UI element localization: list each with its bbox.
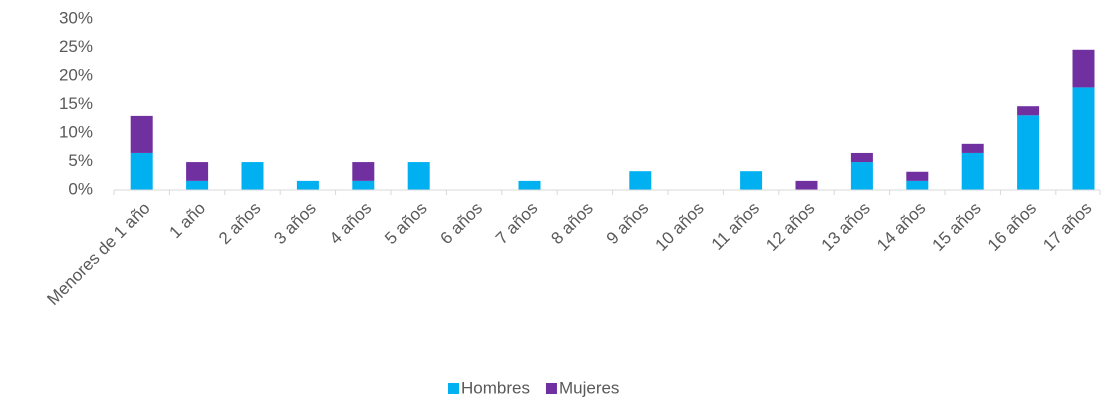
bar-segment <box>850 162 873 190</box>
x-tick-label: 15 años <box>928 199 984 255</box>
bar-segment <box>296 180 319 190</box>
bar-segment <box>1017 106 1040 116</box>
x-tick-label: 6 años <box>437 199 487 249</box>
legend-label: Mujeres <box>559 378 619 397</box>
bar-segment <box>906 171 929 181</box>
y-tick-label: 30% <box>59 8 93 27</box>
x-tick-label: 4 años <box>326 199 376 249</box>
bar-segment <box>130 115 153 153</box>
bar-segment <box>1072 87 1095 190</box>
bar-segment <box>130 152 153 190</box>
bar-segment <box>629 171 652 190</box>
bar-segment <box>518 180 541 190</box>
bar-segment <box>1017 115 1040 190</box>
y-tick-label: 25% <box>59 37 93 56</box>
x-tick-label: 7 años <box>492 199 542 249</box>
legend-label: Hombres <box>461 378 530 397</box>
x-tick-label: 8 años <box>547 199 597 249</box>
bar-segment <box>795 180 818 190</box>
y-tick-label: 5% <box>68 151 93 170</box>
y-tick-label: 15% <box>59 94 93 113</box>
y-tick-label: 10% <box>59 122 93 141</box>
y-tick-label: 20% <box>59 65 93 84</box>
bar-segment <box>186 180 209 190</box>
x-tick-label: Menores de 1 año <box>43 199 153 309</box>
x-tick-label: 11 años <box>708 199 763 254</box>
bar-segment <box>850 152 873 163</box>
bar-segment <box>352 180 375 190</box>
x-tick-label: 14 años <box>873 199 929 255</box>
x-tick-label: 16 años <box>984 199 1040 255</box>
bar-segment <box>906 180 929 190</box>
x-tick-label: 1 año <box>166 199 210 243</box>
x-tick-label: 13 años <box>818 199 874 255</box>
bar-segment <box>352 162 375 181</box>
bar-segment <box>961 143 984 153</box>
x-tick-label: 5 años <box>381 199 431 249</box>
bar-segment <box>241 162 264 190</box>
x-tick-label: 3 años <box>270 199 320 249</box>
x-tick-label: 9 años <box>603 199 653 249</box>
x-tick-label: 12 años <box>762 199 818 255</box>
legend-swatch <box>448 383 459 394</box>
bar-segment <box>740 171 763 190</box>
bar-segment <box>961 152 984 190</box>
bar-segment <box>1072 49 1095 88</box>
x-tick-label: 17 años <box>1039 199 1095 255</box>
x-tick-label: 2 años <box>215 199 265 249</box>
bar-segment <box>186 162 209 181</box>
x-tick-label: 10 años <box>651 199 707 255</box>
legend-swatch <box>545 383 557 394</box>
y-tick-label: 0% <box>68 179 93 198</box>
bar-segment <box>407 162 430 190</box>
